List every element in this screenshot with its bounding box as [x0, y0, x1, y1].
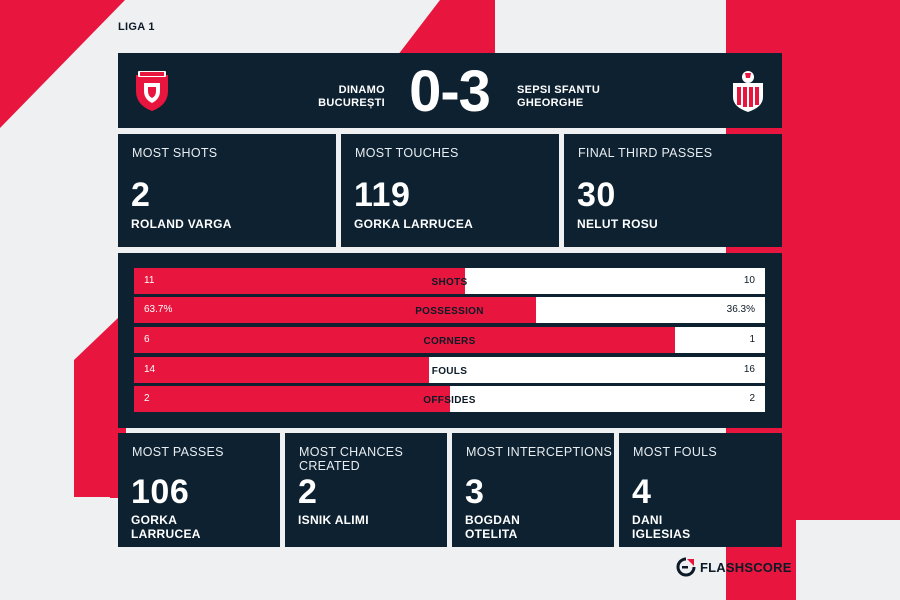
stat-card-most-fouls: MOST FOULS 4 DANI IGLESIAS — [619, 433, 782, 547]
stat-label: MOST CHANCES CREATED — [299, 445, 404, 473]
stat-label: MOST TOUCHES — [355, 146, 459, 160]
stat-name: POSSESSION — [415, 306, 484, 317]
stat-value: 2 — [131, 176, 151, 214]
stat-label: MOST FOULS — [633, 445, 718, 459]
player-name: BOGDAN OTELITA — [465, 513, 521, 541]
stat-value: 4 — [632, 473, 652, 511]
stat-value: 119 — [354, 176, 411, 214]
home-value: 14 — [144, 364, 156, 375]
stat-label: MOST SHOTS — [132, 146, 218, 160]
team-comparison: 11 SHOTS 10 63.7% POSSESSION 36.3% 6 COR… — [118, 253, 782, 428]
stat-card-most-chances-created: MOST CHANCES CREATED 2 ISNIK ALIMI — [285, 433, 447, 547]
player-name: GORKA LARRUCEA — [131, 513, 201, 541]
stat-name: FOULS — [431, 366, 468, 377]
home-share-bar — [134, 386, 450, 412]
player-name: ROLAND VARGA — [131, 217, 232, 231]
stat-card-final-third-passes: FINAL THIRD PASSES 30 NELUT ROSU — [564, 134, 782, 247]
home-share-bar — [134, 297, 536, 323]
comparison-row-corners: 6 CORNERS 1 — [134, 327, 765, 353]
stat-value: 30 — [577, 176, 616, 214]
stat-card-most-interceptions: MOST INTERCEPTIONS 3 BOGDAN OTELITA — [452, 433, 614, 547]
home-share-bar — [134, 357, 429, 383]
away-team-name: SEPSI SFANTU GHEORGHE — [517, 84, 601, 109]
away-value: 1 — [749, 334, 755, 345]
dinamo-crest-icon — [136, 71, 168, 111]
away-value: 36.3% — [726, 304, 755, 315]
player-name: GORKA LARRUCEA — [354, 217, 474, 231]
away-value: 2 — [749, 393, 755, 404]
comparison-row-fouls: 14 FOULS 16 — [134, 357, 765, 383]
stat-label: FINAL THIRD PASSES — [578, 146, 713, 160]
stat-card-most-touches: MOST TOUCHES 119 GORKA LARRUCEA — [341, 134, 559, 247]
flashscore-logo-icon — [676, 557, 696, 577]
home-share-bar — [134, 327, 675, 353]
away-value: 16 — [743, 364, 755, 375]
stat-card-most-passes: MOST PASSES 106 GORKA LARRUCEA — [118, 433, 280, 547]
flashscore-brand: FLASHSCORE — [676, 556, 792, 578]
home-team-name: DINAMO BUCUREȘTI — [318, 84, 385, 109]
stat-name: CORNERS — [423, 336, 476, 347]
home-share-bar — [134, 268, 465, 294]
match-header: DINAMO BUCUREȘTI 0-3 SEPSI SFANTU GHEORG… — [118, 53, 782, 128]
brand-name: FLASHSCORE — [700, 559, 792, 575]
comparison-row-possession: 63.7% POSSESSION 36.3% — [134, 297, 765, 323]
player-name: DANI IGLESIAS — [632, 513, 691, 541]
stat-card-most-shots: MOST SHOTS 2 ROLAND VARGA — [118, 134, 336, 247]
home-value: 63.7% — [144, 304, 173, 315]
match-score: 0-3 — [409, 58, 491, 124]
home-value: 6 — [144, 334, 150, 345]
stat-value: 106 — [131, 473, 190, 511]
stat-name: OFFSIDES — [423, 395, 476, 406]
home-value: 2 — [144, 393, 150, 404]
comparison-row-shots: 11 SHOTS 10 — [134, 268, 765, 294]
comparison-row-offsides: 2 OFFSIDES 2 — [134, 386, 765, 412]
home-value: 11 — [144, 275, 155, 286]
stat-value: 3 — [465, 473, 485, 511]
player-name: NELUT ROSU — [577, 217, 658, 231]
player-name: ISNIK ALIMI — [298, 513, 369, 527]
stat-label: MOST PASSES — [132, 445, 224, 459]
stat-name: SHOTS — [431, 277, 468, 288]
league-name: LIGA 1 — [118, 21, 155, 33]
sepsi-crest-icon — [733, 71, 763, 112]
away-value: 10 — [743, 275, 755, 286]
stat-value: 2 — [298, 473, 318, 511]
stat-label: MOST INTERCEPTIONS — [466, 445, 613, 459]
